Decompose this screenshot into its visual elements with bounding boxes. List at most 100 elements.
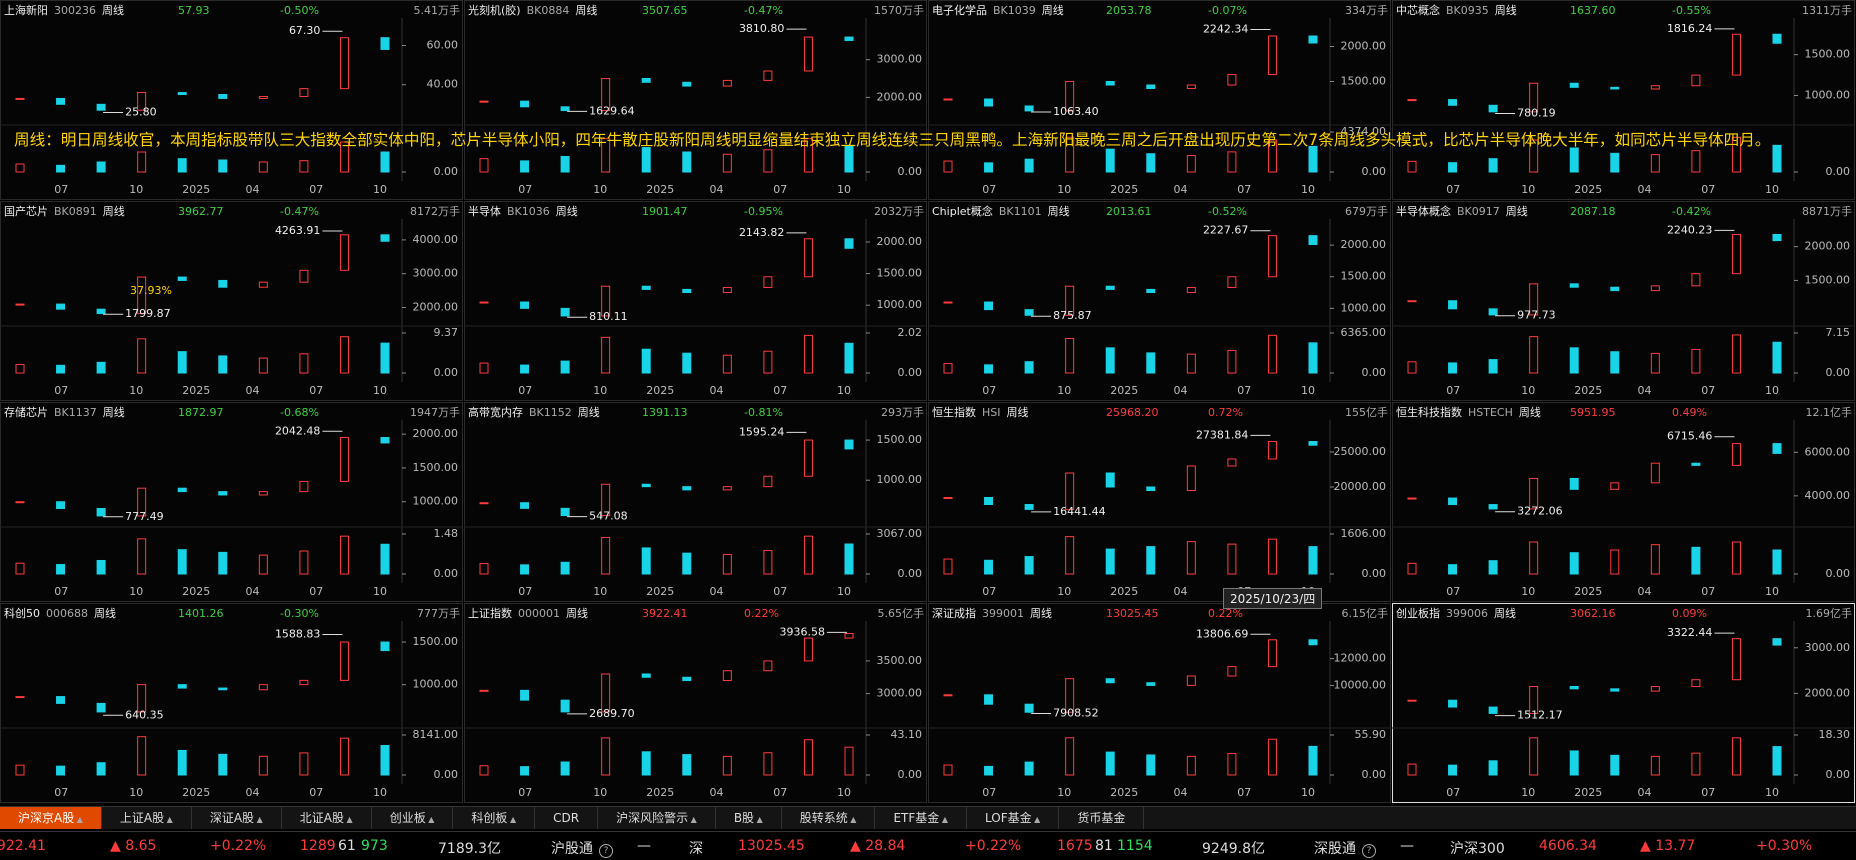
candle [1691, 273, 1701, 287]
x-tick-label: 10 [1057, 786, 1071, 799]
high-label: 3810.80 [739, 22, 785, 35]
symbol-name: 恒生指数 [932, 405, 976, 419]
volume-bar [258, 755, 268, 776]
volume-bar [601, 737, 611, 776]
market-tab[interactable]: 货币基金 [1059, 807, 1145, 829]
symbol-code: BK1039 [993, 4, 1036, 17]
y-tick-label: 4000.00 [1805, 489, 1851, 502]
y-tick-label: 2000.00 [877, 90, 923, 103]
volume-tick-label: 4374.00 [1341, 125, 1387, 138]
x-tick-label: 04 [246, 786, 260, 799]
change: -0.95% [744, 205, 783, 218]
candle [299, 480, 309, 493]
change: 0.22% [1208, 607, 1243, 620]
candle [1448, 497, 1458, 506]
volume-tick-label: 0.00 [898, 165, 923, 178]
ticker-item: ▲ 8.65 [110, 838, 157, 854]
market-tab[interactable]: 沪深风险警示 [598, 807, 716, 829]
symbol-name: 上海新阳 [4, 3, 48, 17]
candle [218, 279, 228, 288]
high-label: 13806.69 [1196, 627, 1249, 640]
market-tab[interactable]: 科创板 [453, 807, 536, 829]
change: -0.68% [280, 406, 319, 419]
chart-panel: 上证指数 000001 周线 3922.41 0.22% 5.65亿手 3000.00 350… [464, 603, 927, 803]
candle [682, 676, 692, 682]
low-label: 875.87 [1053, 309, 1092, 322]
high-label: 2240.23 [1667, 223, 1713, 236]
price: 3062.16 [1570, 607, 1616, 620]
symbol-name: 创业板指 [1396, 606, 1440, 620]
x-tick-label: 07 [1446, 183, 1460, 196]
y-tick-label: 6000.00 [1805, 445, 1851, 458]
candle [1146, 84, 1156, 89]
ticker-item: 1289 [300, 838, 336, 854]
symbol-name: 光刻机(胶) [468, 3, 521, 17]
candle [803, 36, 813, 72]
market-tab[interactable]: CDR [535, 807, 599, 829]
market-tab[interactable]: ETF基金 [875, 807, 967, 829]
price: 3922.41 [642, 607, 688, 620]
candle [1024, 105, 1034, 112]
candle [1308, 639, 1318, 646]
market-tab[interactable]: 沪深京A股 [0, 807, 102, 829]
ticker-item: ▲ 13.77 [1640, 838, 1696, 854]
candle [218, 491, 228, 496]
candle [763, 660, 773, 672]
volume-bar [560, 561, 570, 575]
volume-bar [984, 364, 994, 374]
volume-bar [943, 160, 953, 173]
market-tabs: 沪深京A股上证A股深证A股北证A股创业板科创板CDR沪深风险警示B股股转系统ET… [0, 806, 1856, 829]
volume-bar [641, 751, 651, 776]
candle [15, 303, 25, 306]
candle [1488, 706, 1498, 714]
volume-tick-label: 2.02 [898, 326, 923, 339]
panel-frame [928, 201, 1391, 401]
y-tick-label: 1000.00 [877, 473, 923, 486]
y-tick-label: 3000.00 [413, 267, 459, 280]
candle [177, 684, 187, 689]
price: 3507.65 [642, 4, 688, 17]
candle [258, 281, 268, 288]
volume-bar [1650, 352, 1660, 374]
ticker-item: 深 [689, 841, 703, 857]
high-label: 6715.46 [1667, 430, 1713, 443]
symbol-code: HSI [982, 406, 1001, 419]
volume-bar [1488, 158, 1498, 173]
volume-bar [15, 163, 25, 173]
y-tick-label: 1000.00 [413, 678, 459, 691]
x-tick-label: 10 [1057, 384, 1071, 397]
volume-tick-label: 0.00 [898, 768, 923, 781]
candle [803, 439, 813, 477]
volume-bar [56, 765, 66, 776]
change: -0.47% [280, 205, 319, 218]
market-tab[interactable]: 股转系统 [782, 807, 876, 829]
market-tab[interactable]: LOF基金 [967, 807, 1060, 829]
volume-bar [96, 161, 106, 173]
candle [984, 497, 994, 505]
market-tab[interactable]: B股 [716, 807, 782, 829]
x-tick-label: 07 [1701, 183, 1715, 196]
market-tab[interactable]: 上证A股 [102, 807, 192, 829]
volume-bar [1186, 155, 1196, 173]
market-tab[interactable]: 北证A股 [282, 807, 372, 829]
volume-bar [560, 155, 570, 173]
ticker-item: +0.30% [1756, 838, 1813, 854]
symbol-code: 399001 [982, 607, 1024, 620]
volume-bar [1691, 752, 1701, 776]
panel-frame [928, 603, 1391, 803]
x-tick-label: 10 [837, 384, 851, 397]
market-tab[interactable]: 创业板 [372, 807, 454, 829]
volume-tick-label: 1606.00 [1341, 527, 1387, 540]
volume-bar [1227, 543, 1237, 575]
candle [1065, 285, 1075, 316]
x-tick-label: 07 [982, 384, 996, 397]
candle [299, 269, 309, 283]
volume-bar [1267, 139, 1277, 173]
chart-panel: 上海新阳 300236 周线 57.93 -0.50% 5.41万手 40.00 60.00 0… [0, 0, 463, 200]
market-tab[interactable]: 深证A股 [192, 807, 282, 829]
volume-bar [1065, 536, 1075, 575]
x-tick-label: 10 [1765, 183, 1779, 196]
volume-bar [1488, 560, 1498, 575]
panel-frame [0, 603, 463, 803]
candle [1407, 497, 1417, 500]
